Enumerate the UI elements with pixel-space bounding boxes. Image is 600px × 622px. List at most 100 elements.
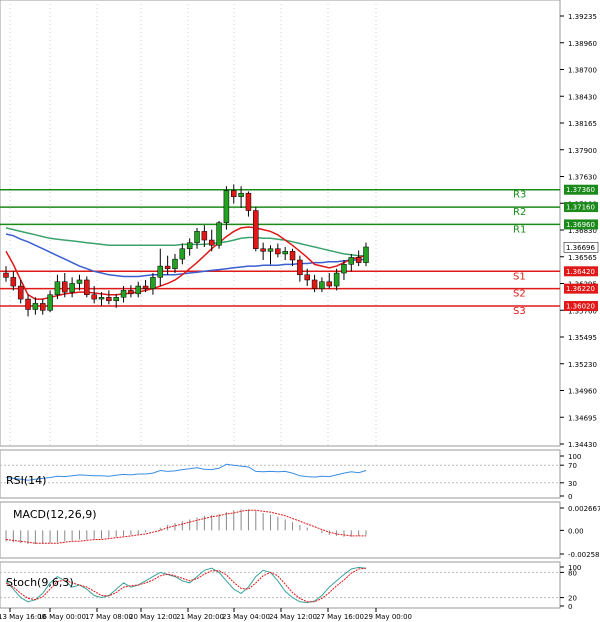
stoch-tick-label: 0 bbox=[568, 603, 572, 611]
candle-body bbox=[194, 231, 200, 243]
price-tick-label: 1.34960 bbox=[568, 388, 597, 396]
candle-body bbox=[142, 285, 149, 289]
rsi-title: RSI(14) bbox=[6, 474, 46, 487]
candle-body bbox=[172, 258, 178, 269]
candle-body bbox=[84, 279, 90, 295]
candles bbox=[3, 184, 369, 317]
price-tick-label: 1.35760 bbox=[568, 307, 597, 315]
candle-body bbox=[164, 265, 171, 269]
level-price-box bbox=[564, 202, 598, 213]
candle-body bbox=[106, 297, 112, 302]
level-name-r2: R2 bbox=[513, 207, 526, 218]
macd-title: MACD(12,26,9) bbox=[13, 508, 97, 521]
time-tick-label: 27 May 16:00 bbox=[316, 613, 364, 621]
candle-body bbox=[62, 281, 68, 293]
candle-body bbox=[25, 298, 31, 310]
candle-body bbox=[282, 251, 288, 255]
stoch-tick-label: 100 bbox=[568, 564, 581, 572]
macd-tick-label: -0.002586 bbox=[568, 551, 600, 559]
price-tick-label: 1.35495 bbox=[568, 334, 597, 342]
candle-body bbox=[267, 248, 274, 252]
level-price-box bbox=[564, 266, 598, 277]
candle-body bbox=[91, 294, 97, 300]
price-tick-label: 1.36565 bbox=[568, 254, 597, 262]
candle-body bbox=[253, 210, 259, 249]
candle-body bbox=[216, 222, 222, 246]
stoch-tick-label: 20 bbox=[568, 595, 577, 603]
candle-body bbox=[47, 294, 53, 311]
candle-body bbox=[326, 281, 333, 287]
candle-body bbox=[201, 231, 208, 241]
price-tick-label: 1.39235 bbox=[568, 13, 597, 21]
price-tick-label: 1.38165 bbox=[568, 120, 597, 128]
candle-body bbox=[98, 297, 105, 300]
time-tick-label: 21 May 20:00 bbox=[176, 613, 224, 621]
level-price-label: 1.36960 bbox=[566, 221, 595, 229]
candle-body bbox=[333, 272, 340, 287]
candle-body bbox=[54, 281, 61, 295]
candle-body bbox=[311, 279, 318, 289]
ma-red-line bbox=[5, 226, 367, 300]
candle-body bbox=[297, 259, 303, 276]
ma-blue-line bbox=[5, 233, 367, 278]
time-tick-label: 16 May 00:00 bbox=[38, 613, 86, 621]
candle-body bbox=[120, 290, 127, 298]
macd-tick-label: 0.00 bbox=[568, 527, 584, 535]
current-price-label: 1.36696 bbox=[566, 244, 595, 252]
price-tick-label: 1.37900 bbox=[568, 147, 597, 155]
support-resistance-levels: R3 R2 R1 S1 S2 S3 bbox=[0, 188, 560, 317]
rsi-tick-label: 70 bbox=[568, 462, 577, 470]
main-panel bbox=[0, 0, 561, 447]
price-tick-label: 1.38700 bbox=[568, 67, 597, 75]
stoch-panel bbox=[0, 561, 561, 609]
price-axis: 1.39235 1.38960 1.38700 1.38430 1.38165 1.379… bbox=[560, 13, 597, 449]
stoch-k-line bbox=[5, 566, 367, 604]
level-price-label: 1.36020 bbox=[566, 303, 595, 311]
rsi-tick-label: 0 bbox=[568, 493, 572, 501]
price-tick-label: 1.36830 bbox=[568, 227, 597, 235]
rsi-panel bbox=[0, 449, 561, 499]
level-name-s1: S1 bbox=[513, 271, 526, 282]
candle-body bbox=[275, 248, 281, 255]
level-price-box bbox=[564, 219, 598, 230]
rsi-line bbox=[5, 463, 367, 481]
candle-body bbox=[179, 248, 186, 260]
candle-body bbox=[3, 272, 9, 278]
candle-body bbox=[157, 265, 164, 278]
candle-body bbox=[231, 190, 237, 197]
price-tick-label: 1.37630 bbox=[568, 174, 597, 182]
time-tick-label: 20 May 12:00 bbox=[129, 613, 177, 621]
candle-body bbox=[245, 192, 252, 211]
time-tick-label: 24 May 12:00 bbox=[269, 613, 317, 621]
current-price-box bbox=[563, 242, 599, 253]
level-name-r1: R1 bbox=[513, 224, 526, 235]
level-price-label: 1.37360 bbox=[566, 186, 595, 194]
time-tick-label: 29 May 00:00 bbox=[364, 613, 412, 621]
level-price-boxes: 1.37360 1.37160 1.36960 1.36420 1.36220 1.360… bbox=[563, 184, 599, 312]
level-price-box bbox=[564, 283, 598, 294]
time-tick-label: 13 May 16:00 bbox=[0, 613, 46, 621]
candle-body bbox=[304, 274, 310, 281]
time-tick-label: 23 May 04:00 bbox=[222, 613, 270, 621]
ma-green-line bbox=[5, 227, 366, 257]
time-tick-label: 17 May 08:00 bbox=[85, 613, 133, 621]
candle-body bbox=[289, 251, 296, 261]
candle-body bbox=[135, 285, 141, 295]
price-tick-label: 1.35230 bbox=[568, 361, 597, 369]
candle-body bbox=[17, 285, 24, 300]
rsi-tick-label: 100 bbox=[568, 453, 581, 461]
candle-body bbox=[39, 303, 46, 311]
level-price-label: 1.36420 bbox=[566, 268, 595, 276]
rsi-tick-label: 30 bbox=[568, 480, 577, 488]
level-name-r3: R3 bbox=[513, 190, 526, 201]
candle-body bbox=[186, 242, 193, 249]
candle-body bbox=[363, 246, 369, 263]
candle-body bbox=[223, 190, 230, 223]
price-tick-label: 1.34695 bbox=[568, 414, 597, 422]
candle-body bbox=[260, 248, 266, 252]
candle-body bbox=[208, 239, 215, 246]
candle-body bbox=[113, 297, 119, 302]
